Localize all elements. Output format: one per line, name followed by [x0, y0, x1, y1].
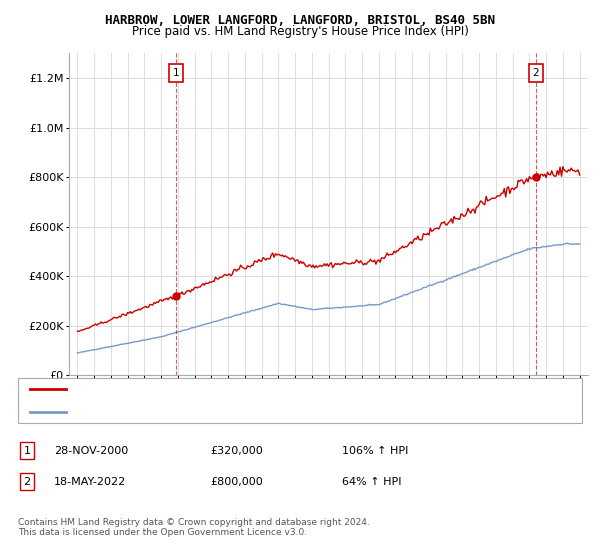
Text: 1: 1	[23, 446, 31, 456]
Text: £800,000: £800,000	[210, 477, 263, 487]
Text: 106% ↑ HPI: 106% ↑ HPI	[342, 446, 409, 456]
Text: HARBROW, LOWER LANGFORD, LANGFORD, BRISTOL, BS40 5BN (detached house): HARBROW, LOWER LANGFORD, LANGFORD, BRIST…	[72, 384, 501, 394]
Text: £320,000: £320,000	[210, 446, 263, 456]
Text: 2: 2	[23, 477, 31, 487]
Text: HARBROW, LOWER LANGFORD, LANGFORD, BRISTOL, BS40 5BN: HARBROW, LOWER LANGFORD, LANGFORD, BRIST…	[105, 14, 495, 27]
Text: 2: 2	[532, 68, 539, 78]
Text: Price paid vs. HM Land Registry's House Price Index (HPI): Price paid vs. HM Land Registry's House …	[131, 25, 469, 38]
Text: Contains HM Land Registry data © Crown copyright and database right 2024.
This d: Contains HM Land Registry data © Crown c…	[18, 518, 370, 538]
Text: HPI: Average price, detached house, North Somerset: HPI: Average price, detached house, Nort…	[72, 407, 347, 417]
Text: 28-NOV-2000: 28-NOV-2000	[54, 446, 128, 456]
Text: 1: 1	[173, 68, 179, 78]
Text: 18-MAY-2022: 18-MAY-2022	[54, 477, 126, 487]
Text: 64% ↑ HPI: 64% ↑ HPI	[342, 477, 401, 487]
